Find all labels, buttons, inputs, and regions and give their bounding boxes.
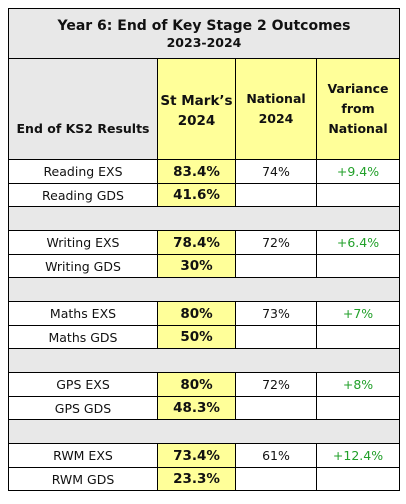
- school-exs-value: 83.4%: [157, 159, 236, 184]
- school-column-header: St Mark’s 2024: [157, 58, 236, 160]
- exs-label: Writing EXS: [8, 230, 158, 255]
- variance-value: +7%: [316, 301, 400, 326]
- variance-gds-empty: [316, 183, 400, 207]
- national-gds-empty: [235, 325, 317, 349]
- national-exs-value: 72%: [235, 372, 317, 397]
- school-gds-value: 30%: [157, 254, 236, 278]
- spacer-row: [8, 419, 400, 444]
- school-gds-value: 48.3%: [157, 396, 236, 420]
- exs-row: Reading EXS 83.4% 74% +9.4%: [8, 159, 400, 184]
- gds-row: Writing GDS 30%: [8, 254, 400, 278]
- spacer-cell: [8, 348, 400, 373]
- variance-value: +9.4%: [316, 159, 400, 184]
- gds-label: Writing GDS: [8, 254, 158, 278]
- table-subtitle: 2023-2024: [166, 34, 242, 50]
- exs-row: RWM EXS 73.4% 61% +12.4%: [8, 443, 400, 468]
- national-exs-value: 61%: [235, 443, 317, 468]
- table-header: Year 6: End of Key Stage 2 Outcomes 2023…: [8, 8, 400, 59]
- spacer-row: [8, 206, 400, 231]
- school-exs-value: 80%: [157, 301, 236, 326]
- school-exs-value: 73.4%: [157, 443, 236, 468]
- results-body: Reading EXS 83.4% 74% +9.4% Reading GDS 41.6%…: [8, 159, 400, 491]
- national-gds-empty: [235, 396, 317, 420]
- variance-gds-empty: [316, 467, 400, 491]
- spacer-cell: [8, 419, 400, 444]
- variance-value: +6.4%: [316, 230, 400, 255]
- spacer-row: [8, 348, 400, 373]
- spacer-cell: [8, 277, 400, 302]
- variance-value: +12.4%: [316, 443, 400, 468]
- national-gds-empty: [235, 183, 317, 207]
- gds-label: RWM GDS: [8, 467, 158, 491]
- national-gds-empty: [235, 254, 317, 278]
- exs-row: Maths EXS 80% 73% +7%: [8, 301, 400, 326]
- ks2-outcomes-table: Year 6: End of Key Stage 2 Outcomes 2023…: [8, 8, 400, 491]
- school-gds-value: 50%: [157, 325, 236, 349]
- gds-row: Reading GDS 41.6%: [8, 183, 400, 207]
- national-exs-value: 72%: [235, 230, 317, 255]
- exs-row: GPS EXS 80% 72% +8%: [8, 372, 400, 397]
- exs-label: RWM EXS: [8, 443, 158, 468]
- table-title: Year 6: End of Key Stage 2 Outcomes: [57, 17, 351, 34]
- exs-label: Maths EXS: [8, 301, 158, 326]
- gds-row: GPS GDS 48.3%: [8, 396, 400, 420]
- national-exs-value: 74%: [235, 159, 317, 184]
- gds-row: Maths GDS 50%: [8, 325, 400, 349]
- national-column-header: National 2024: [235, 58, 317, 160]
- spacer-row: [8, 277, 400, 302]
- variance-column-header: Variance from National: [316, 58, 400, 160]
- gds-label: GPS GDS: [8, 396, 158, 420]
- results-column-header: End of KS2 Results: [8, 58, 158, 160]
- gds-label: Maths GDS: [8, 325, 158, 349]
- exs-label: GPS EXS: [8, 372, 158, 397]
- national-gds-empty: [235, 467, 317, 491]
- spacer-cell: [8, 206, 400, 231]
- variance-value: +8%: [316, 372, 400, 397]
- school-gds-value: 23.3%: [157, 467, 236, 491]
- variance-gds-empty: [316, 254, 400, 278]
- exs-row: Writing EXS 78.4% 72% +6.4%: [8, 230, 400, 255]
- gds-row: RWM GDS 23.3%: [8, 467, 400, 491]
- national-exs-value: 73%: [235, 301, 317, 326]
- school-gds-value: 41.6%: [157, 183, 236, 207]
- variance-gds-empty: [316, 396, 400, 420]
- school-exs-value: 78.4%: [157, 230, 236, 255]
- variance-gds-empty: [316, 325, 400, 349]
- exs-label: Reading EXS: [8, 159, 158, 184]
- school-exs-value: 80%: [157, 372, 236, 397]
- gds-label: Reading GDS: [8, 183, 158, 207]
